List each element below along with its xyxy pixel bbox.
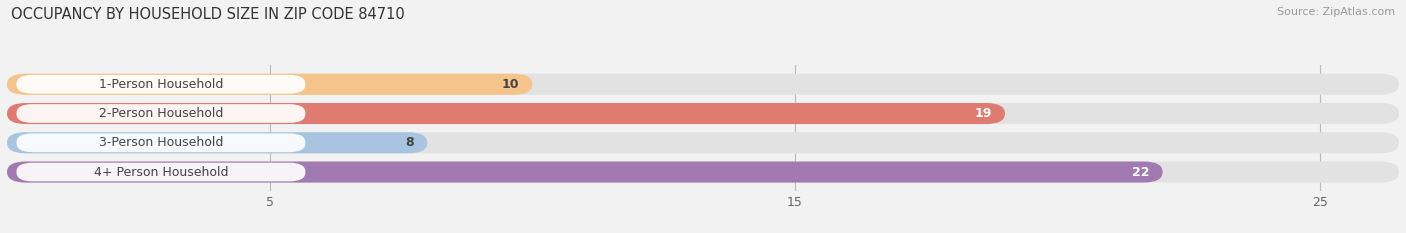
FancyBboxPatch shape: [7, 161, 1399, 183]
FancyBboxPatch shape: [17, 163, 305, 182]
Text: 8: 8: [405, 136, 415, 149]
FancyBboxPatch shape: [7, 132, 1399, 153]
FancyBboxPatch shape: [7, 103, 1399, 124]
FancyBboxPatch shape: [7, 161, 1163, 183]
FancyBboxPatch shape: [7, 132, 427, 153]
FancyBboxPatch shape: [17, 104, 305, 123]
Text: 1-Person Household: 1-Person Household: [98, 78, 224, 91]
Text: 19: 19: [974, 107, 991, 120]
Text: 2-Person Household: 2-Person Household: [98, 107, 224, 120]
FancyBboxPatch shape: [17, 75, 305, 94]
Text: Source: ZipAtlas.com: Source: ZipAtlas.com: [1277, 7, 1395, 17]
FancyBboxPatch shape: [7, 74, 533, 95]
FancyBboxPatch shape: [7, 74, 1399, 95]
FancyBboxPatch shape: [7, 103, 1005, 124]
Text: 10: 10: [502, 78, 519, 91]
Text: 4+ Person Household: 4+ Person Household: [94, 165, 228, 178]
Text: OCCUPANCY BY HOUSEHOLD SIZE IN ZIP CODE 84710: OCCUPANCY BY HOUSEHOLD SIZE IN ZIP CODE …: [11, 7, 405, 22]
Text: 22: 22: [1132, 165, 1150, 178]
FancyBboxPatch shape: [17, 134, 305, 152]
Text: 3-Person Household: 3-Person Household: [98, 136, 224, 149]
